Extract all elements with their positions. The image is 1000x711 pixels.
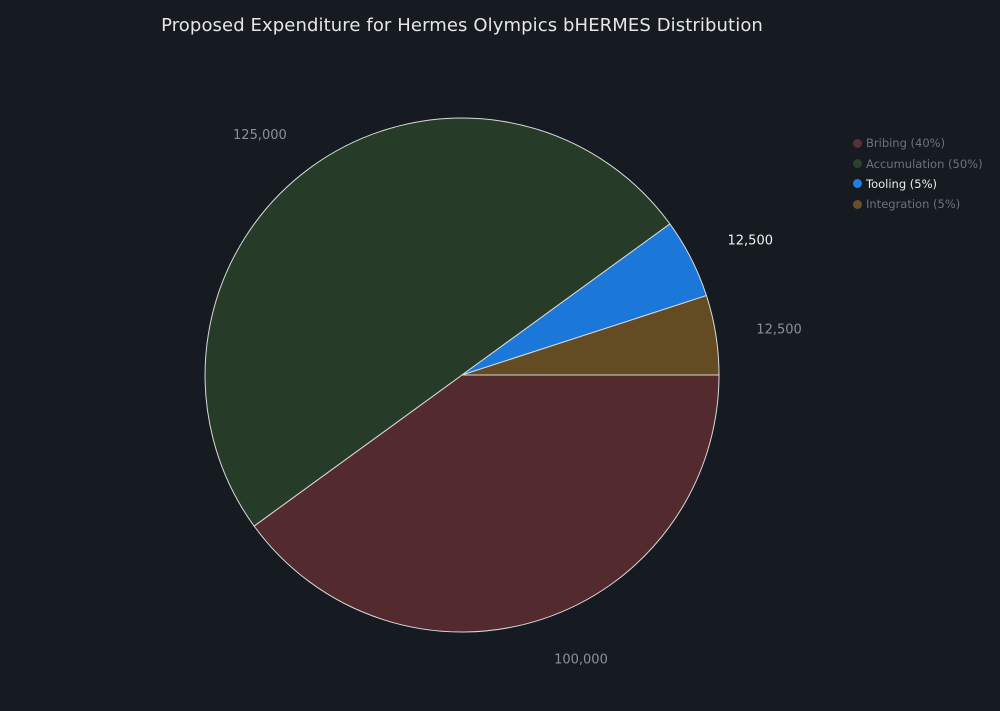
pie-slices (204, 117, 720, 633)
pie-slice-integration[interactable] (461, 295, 720, 376)
data-label-bribing: 100,000 (554, 652, 608, 667)
legend-label: Integration (5%) (866, 197, 961, 212)
legend-label: Tooling (5%) (866, 176, 937, 191)
pie-slice-accumulation[interactable] (204, 117, 671, 527)
legend-item-bribing[interactable]: Bribing (40%) (853, 133, 993, 153)
legend-marker-icon (853, 179, 862, 189)
legend-marker-icon (853, 159, 862, 169)
data-label-tooling: 12,500 (728, 234, 774, 249)
pie-slice-bribing[interactable] (253, 374, 720, 633)
chart-title: Proposed Expenditure for Hermes Olympics… (161, 15, 763, 36)
chart-legend: Bribing (40%) Accumulation (50%) Tooling (… (853, 133, 993, 215)
data-label-accumulation: 125,000 (233, 128, 287, 143)
legend-item-integration[interactable]: Integration (5%) (853, 194, 993, 214)
pie-data-labels: 100,000 125,000 12,500 12,500 (233, 128, 802, 668)
legend-label: Bribing (40%) (866, 136, 946, 151)
legend-item-tooling[interactable]: Tooling (5%) (853, 174, 993, 194)
data-label-integration: 12,500 (756, 322, 802, 337)
legend-label: Accumulation (50%) (866, 156, 983, 171)
legend-marker-icon (853, 199, 862, 209)
legend-item-accumulation[interactable]: Accumulation (50%) (853, 153, 993, 173)
legend-marker-icon (853, 138, 862, 148)
